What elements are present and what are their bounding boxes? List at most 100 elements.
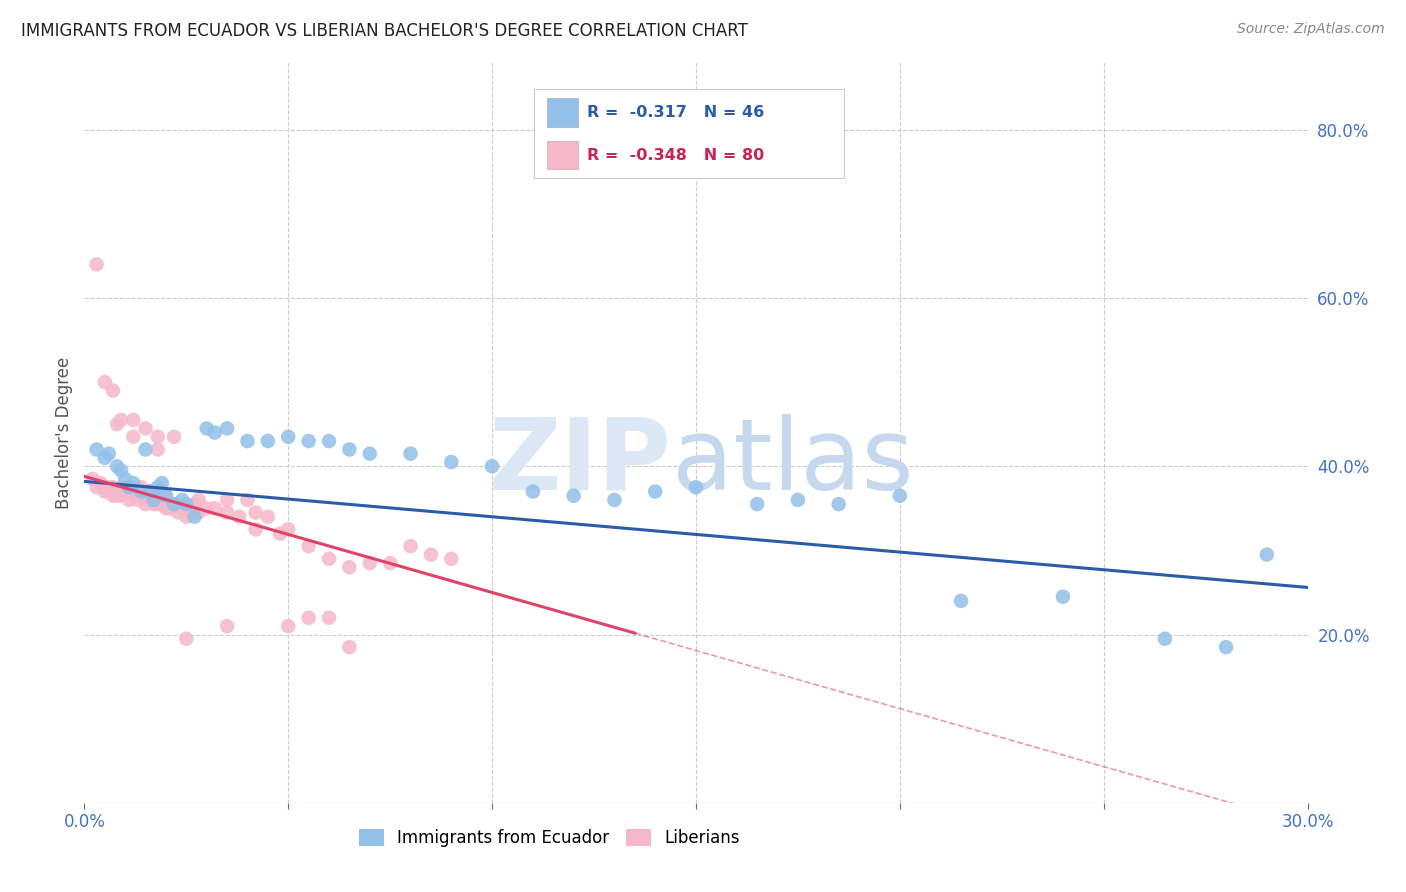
Point (245, 522, 267, 536)
Point (187, 506, 209, 520)
Point (217, 421, 239, 435)
Point (318, 610, 340, 624)
Point (562, 489, 585, 503)
Legend: Immigrants from Ecuador, Liberians: Immigrants from Ecuador, Liberians (352, 822, 747, 854)
Text: ZIP: ZIP (489, 414, 672, 511)
Y-axis label: Bachelor's Degree: Bachelor's Degree (55, 357, 73, 508)
Point (399, 539, 422, 553)
Point (150, 492, 173, 507)
Point (110, 463, 132, 477)
Point (97, 447, 120, 461)
Point (440, 455, 463, 469)
Point (195, 421, 218, 435)
Point (183, 497, 205, 511)
Point (420, 548, 443, 562)
Point (146, 480, 169, 494)
Point (118, 480, 141, 494)
Point (93, 450, 115, 465)
Point (204, 425, 226, 440)
Point (146, 484, 169, 499)
Point (114, 484, 136, 499)
Point (90, 476, 112, 491)
Point (135, 489, 157, 503)
Point (187, 492, 209, 507)
Point (889, 489, 911, 503)
Point (135, 421, 157, 435)
Point (127, 484, 149, 499)
Point (93, 375, 115, 389)
Point (150, 497, 173, 511)
Point (195, 501, 218, 516)
Text: R =  -0.348   N = 80: R = -0.348 N = 80 (586, 148, 763, 162)
Point (122, 413, 145, 427)
Text: R =  -0.317   N = 46: R = -0.317 N = 46 (586, 105, 763, 120)
Point (339, 442, 361, 457)
Point (522, 484, 544, 499)
Point (155, 501, 177, 516)
Point (1154, 632, 1177, 646)
Point (150, 476, 173, 491)
Point (122, 489, 145, 503)
Point (114, 480, 136, 494)
Point (298, 610, 321, 624)
Point (174, 632, 197, 646)
Point (236, 434, 259, 448)
Point (174, 497, 197, 511)
Point (359, 556, 381, 570)
Point (146, 430, 169, 444)
Point (828, 497, 851, 511)
Point (318, 434, 340, 448)
Point (127, 492, 149, 507)
Point (163, 497, 186, 511)
Point (318, 551, 340, 566)
Point (93, 480, 115, 494)
Point (1215, 640, 1237, 655)
Point (236, 492, 259, 507)
Point (277, 522, 299, 536)
Point (110, 480, 132, 494)
Point (105, 489, 128, 503)
Point (440, 551, 463, 566)
Point (122, 480, 145, 494)
Point (135, 497, 157, 511)
Point (131, 489, 153, 503)
Point (97, 484, 120, 499)
Point (101, 489, 124, 503)
Point (217, 492, 239, 507)
Point (155, 489, 177, 503)
Bar (547, 141, 578, 169)
Point (101, 384, 124, 398)
Point (159, 501, 181, 516)
Point (114, 472, 136, 486)
Point (86, 480, 108, 494)
Point (131, 484, 153, 499)
Point (138, 484, 160, 499)
Point (269, 526, 291, 541)
Point (101, 480, 124, 494)
Bar (547, 98, 578, 127)
Point (481, 459, 503, 474)
Point (118, 492, 141, 507)
Point (138, 492, 160, 507)
Point (298, 539, 321, 553)
Point (298, 434, 321, 448)
Point (245, 506, 267, 520)
Text: IMMIGRANTS FROM ECUADOR VS LIBERIAN BACHELOR'S DEGREE CORRELATION CHART: IMMIGRANTS FROM ECUADOR VS LIBERIAN BACH… (21, 22, 748, 40)
Point (174, 509, 197, 524)
Point (167, 506, 190, 520)
Point (747, 497, 769, 511)
Text: atlas: atlas (672, 414, 912, 511)
Point (146, 442, 169, 457)
Point (380, 556, 402, 570)
Point (644, 484, 666, 499)
Point (685, 480, 707, 494)
Point (1256, 548, 1278, 562)
Point (339, 560, 361, 574)
Point (163, 430, 186, 444)
Point (131, 480, 153, 494)
Point (257, 509, 280, 524)
Point (142, 497, 165, 511)
Point (277, 430, 299, 444)
Point (257, 434, 280, 448)
Point (228, 509, 250, 524)
